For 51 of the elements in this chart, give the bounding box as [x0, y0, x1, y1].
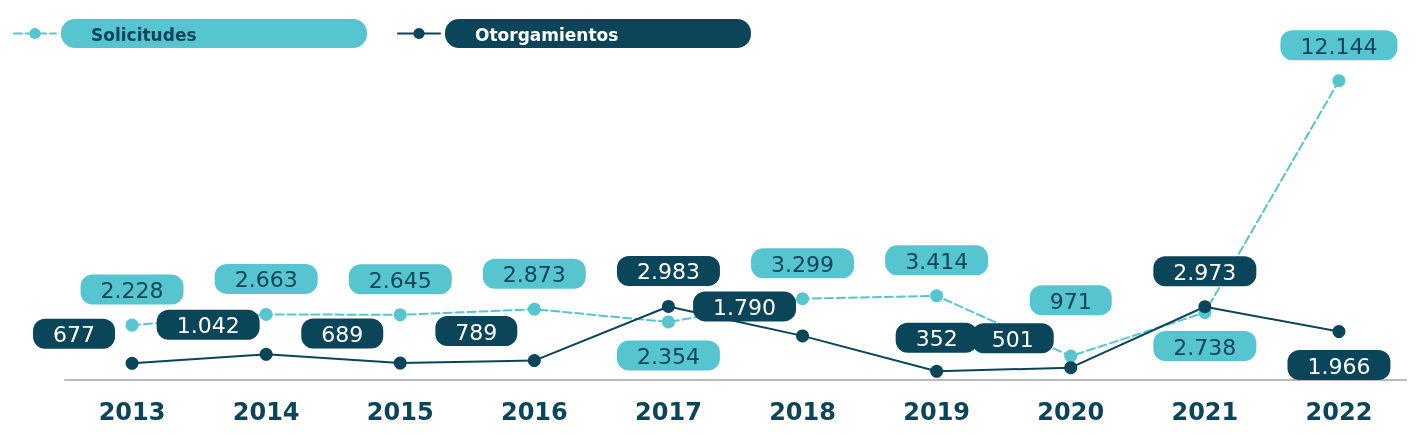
point — [527, 354, 541, 368]
x-tick-label: 2022 — [1305, 398, 1373, 426]
point — [527, 302, 541, 316]
point — [259, 307, 273, 321]
data-label: 1.790 — [713, 294, 777, 320]
point — [1332, 325, 1346, 339]
legend-label: Solicitudes — [91, 24, 197, 45]
point — [796, 329, 810, 343]
point — [930, 289, 944, 303]
point — [930, 364, 944, 378]
point — [259, 347, 273, 361]
point — [1064, 361, 1078, 375]
point — [1198, 300, 1212, 314]
x-tick-label: 2018 — [769, 398, 836, 426]
data-label: 12.144 — [1300, 33, 1378, 59]
data-label: 501 — [991, 326, 1034, 352]
legend-label: Otorgamientos — [475, 24, 619, 45]
x-tick-label: 2015 — [366, 398, 434, 426]
x-tick-label: 2019 — [903, 398, 971, 426]
x-tick-label: 2013 — [98, 398, 166, 426]
data-label: 352 — [915, 326, 958, 352]
point — [125, 318, 139, 332]
data-label: 689 — [321, 322, 364, 348]
data-label: 3.299 — [771, 251, 835, 277]
data-label: 2.663 — [234, 267, 298, 293]
x-tick-label: 2017 — [635, 398, 702, 426]
data-label: 2.738 — [1173, 334, 1237, 360]
x-tick-label: 2021 — [1171, 398, 1239, 426]
data-label: 3.414 — [905, 248, 969, 274]
data-label: 2.354 — [636, 343, 700, 369]
data-label: 2.973 — [1173, 259, 1237, 285]
point — [661, 299, 675, 313]
data-label: 2.228 — [100, 278, 164, 304]
point — [393, 308, 407, 322]
data-label: 677 — [53, 322, 96, 348]
point — [1332, 74, 1346, 88]
data-label: 971 — [1049, 288, 1092, 314]
data-label: 2.873 — [502, 262, 566, 288]
point — [1064, 349, 1078, 363]
point — [393, 356, 407, 370]
point — [125, 356, 139, 370]
data-label: 1.042 — [176, 313, 240, 339]
x-tick-label: 2016 — [500, 398, 568, 426]
point — [796, 292, 810, 306]
x-tick-label: 2014 — [232, 398, 300, 426]
data-label: 789 — [455, 319, 498, 345]
data-label: 2.983 — [636, 259, 700, 285]
point — [661, 315, 675, 329]
data-label: 1.966 — [1307, 353, 1371, 379]
data-label: 2.645 — [368, 267, 432, 293]
x-tick-label: 2020 — [1037, 398, 1105, 426]
